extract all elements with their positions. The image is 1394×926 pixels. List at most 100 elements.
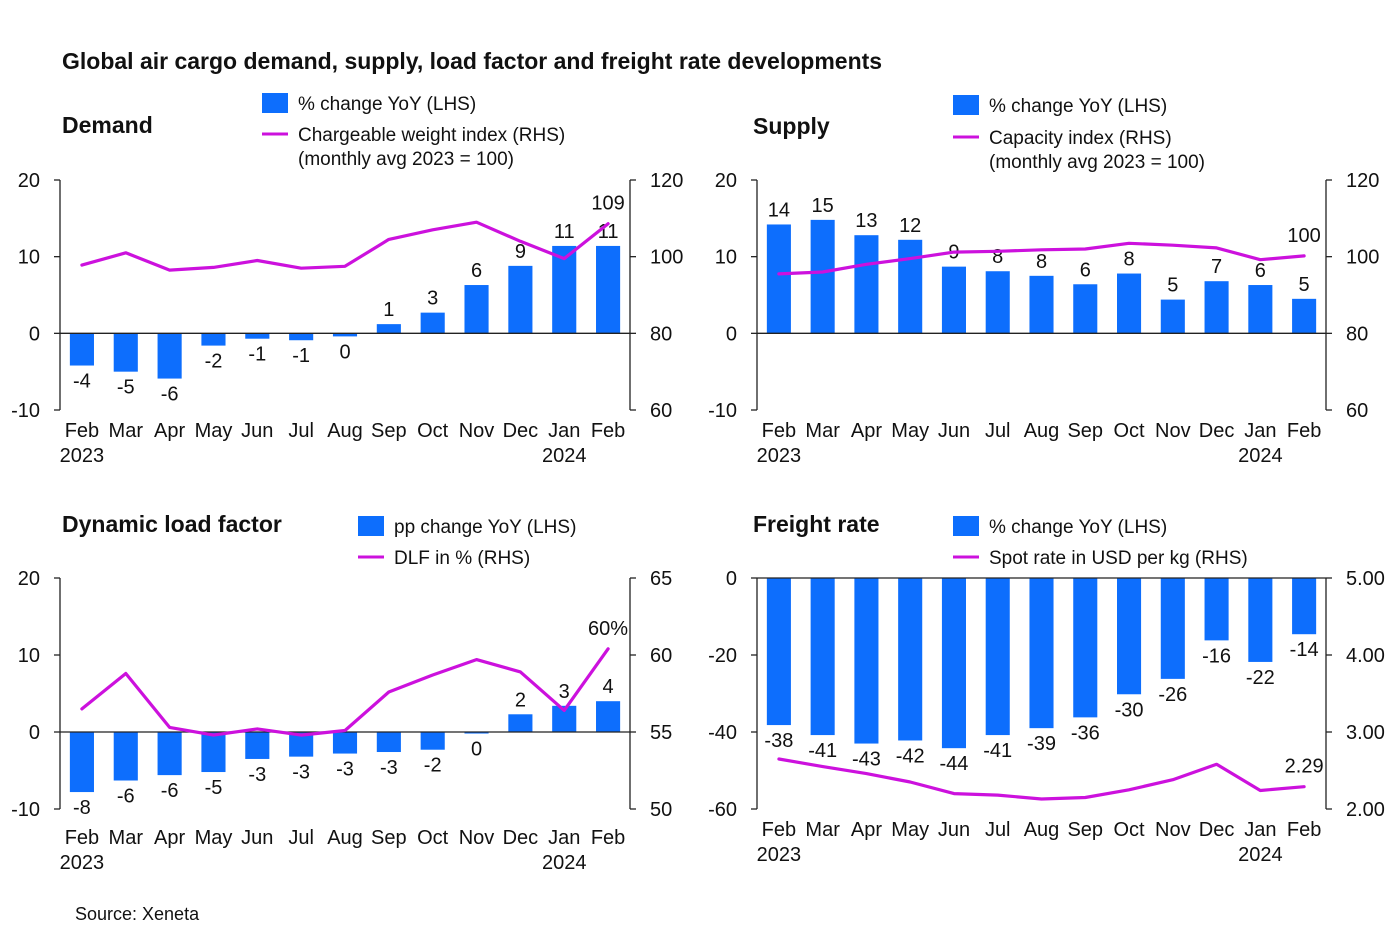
- supply-category-label: Mar: [805, 420, 840, 442]
- supply-right-tick-label: 60: [1346, 400, 1368, 422]
- supply-bar: [941, 266, 966, 334]
- demand-bar-label: 11: [554, 221, 575, 243]
- supply-bar-label: 7: [1211, 256, 1222, 278]
- freight-rate-bar: [1292, 578, 1317, 635]
- load-factor-category-label: Jan: [548, 827, 580, 849]
- freight-rate-bar: [854, 578, 879, 744]
- demand-right-tick-label: 60: [650, 400, 672, 422]
- demand-bar: [69, 333, 94, 366]
- load-factor-category-label: Sep: [371, 827, 407, 849]
- source-note: Source: Xeneta: [75, 904, 200, 924]
- load-factor-bar: [376, 732, 401, 753]
- freight-rate-category-label: Dec: [1199, 819, 1235, 841]
- supply-bar-label: 8: [992, 246, 1003, 268]
- demand-category-label: Mar: [109, 420, 144, 442]
- supply-category-label: May: [891, 420, 929, 442]
- demand-bar: [245, 333, 270, 339]
- demand-category-label: Aug: [327, 420, 363, 442]
- load-factor-category-label: Feb: [65, 827, 99, 849]
- freight-rate-category-label: Nov: [1155, 819, 1191, 841]
- demand-category-label: Feb: [591, 420, 625, 442]
- supply-bar-label: 5: [1167, 275, 1178, 297]
- freight-rate-bar: [985, 578, 1010, 736]
- supply-category-label: Jun: [938, 420, 970, 442]
- supply-bar: [1292, 298, 1317, 334]
- demand-bar-label: 1: [383, 299, 394, 321]
- supply-category-label: Feb: [1287, 420, 1321, 442]
- demand-legend-bar-swatch: [262, 93, 288, 113]
- supply-bar: [1204, 281, 1229, 334]
- demand-legend-bar-label: % change YoY (LHS): [298, 94, 476, 115]
- load-factor-legend-bar-label: pp change YoY (LHS): [394, 517, 576, 538]
- freight-rate-year-label: 2023: [757, 844, 802, 866]
- load-factor-bar: [201, 732, 226, 773]
- load-factor-bar: [596, 701, 621, 732]
- supply-bar: [985, 271, 1010, 334]
- freight-rate-bar: [1204, 578, 1229, 641]
- load-factor-line-end-label: 60%: [588, 618, 628, 640]
- freight-rate-category-label: Jun: [938, 819, 970, 841]
- load-factor-category-label: Jun: [241, 827, 273, 849]
- demand-bar-label: -1: [292, 345, 310, 367]
- demand-category-label: Oct: [417, 420, 449, 442]
- freight-rate-bar: [810, 578, 835, 736]
- load-factor-left-tick-label: 10: [18, 645, 40, 667]
- demand-bar-label: -2: [205, 351, 223, 373]
- main-title: Global air cargo demand, supply, load fa…: [62, 48, 883, 74]
- supply-bar-label: 8: [1036, 251, 1047, 273]
- supply-title: Supply: [753, 113, 830, 139]
- load-factor-left-tick-label: -10: [11, 799, 40, 821]
- supply-bar: [898, 239, 923, 334]
- freight-rate-category-label: Sep: [1067, 819, 1103, 841]
- supply-category-label: Feb: [762, 420, 796, 442]
- demand-bar: [464, 285, 489, 334]
- supply-bar: [766, 224, 791, 334]
- demand-bar: [113, 333, 138, 372]
- supply-year-label: 2023: [757, 445, 802, 467]
- demand-left-tick-label: 20: [18, 170, 40, 192]
- demand-bar-label: 0: [339, 341, 350, 363]
- freight-rate-category-label: Apr: [851, 819, 882, 841]
- demand-bar: [376, 324, 401, 334]
- load-factor-bar-label: 3: [559, 681, 570, 703]
- load-factor-category-label: Apr: [154, 827, 185, 849]
- supply-line-series: [777, 241, 1306, 276]
- supply-bar-label: 13: [855, 210, 877, 232]
- supply-legend-bar-swatch: [953, 95, 979, 115]
- freight-rate-year-label: 2024: [1238, 844, 1283, 866]
- demand-bar: [332, 333, 358, 337]
- freight-rate-left-tick-label: 0: [726, 568, 737, 590]
- freight-rate-title: Freight rate: [753, 511, 880, 537]
- supply-legend-line-label-2: (monthly avg 2023 = 100): [989, 152, 1205, 173]
- freight-rate-category-label: May: [891, 819, 929, 841]
- supply-bar-label: 6: [1080, 259, 1091, 281]
- freight-rate-bar-label: -42: [896, 745, 925, 767]
- demand-category-label: Nov: [459, 420, 495, 442]
- load-factor-bar: [157, 732, 182, 776]
- demand-legend-line-label: Chargeable weight index (RHS): [298, 125, 565, 146]
- supply-bar-label: 6: [1255, 260, 1266, 282]
- demand-bar-label: -6: [161, 384, 179, 406]
- demand-category-label: Apr: [154, 420, 185, 442]
- load-factor-bar: [245, 732, 270, 759]
- freight-rate-left-tick-label: -60: [708, 799, 737, 821]
- load-factor-bar-label: -3: [336, 759, 354, 781]
- freight-rate-legend-line-label: Spot rate in USD per kg (RHS): [989, 548, 1248, 569]
- load-factor-bar-label: -3: [380, 757, 398, 779]
- supply-bar: [1073, 284, 1098, 334]
- load-factor-bar-label: -3: [248, 764, 266, 786]
- load-factor-category-label: Aug: [327, 827, 363, 849]
- demand-category-label: May: [195, 420, 233, 442]
- supply-category-label: Apr: [851, 420, 882, 442]
- freight-rate-bar: [941, 578, 966, 749]
- freight-rate-category-label: Jan: [1244, 819, 1276, 841]
- load-factor-bar: [464, 732, 489, 734]
- supply-left-tick-label: 20: [715, 170, 737, 192]
- freight-rate-bar: [1117, 578, 1142, 695]
- freight-rate-bar: [898, 578, 923, 741]
- freight-rate-left-tick-label: -40: [708, 722, 737, 744]
- load-factor-bar: [113, 732, 138, 781]
- freight-rate-bar-label: -41: [983, 740, 1012, 762]
- freight-rate-bar: [1160, 578, 1185, 679]
